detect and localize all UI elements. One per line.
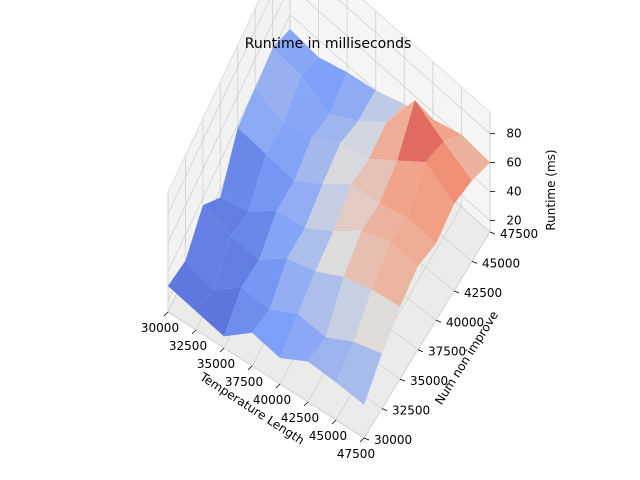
surface-quad-0-0 (168, 260, 214, 312)
surface-quad-4-3 (333, 184, 380, 232)
surface-quad-1-0 (196, 287, 242, 337)
x-tick-label-5: 42500 (281, 411, 319, 425)
y-tick-label-0: 30000 (374, 433, 412, 447)
y-tick-label-1: 32500 (392, 404, 430, 418)
surface-quad-2-3 (276, 180, 323, 228)
surface-quad-4-0 (280, 313, 326, 362)
surface-quad-5-1 (325, 276, 372, 342)
surface-quad-3-0 (252, 309, 298, 358)
y-tick-mark-5 (453, 290, 460, 294)
surface-quad-4-4 (351, 159, 398, 204)
x-tick-mark-4 (275, 383, 281, 389)
surface-quad-5-2 (343, 230, 390, 290)
surface-quad-4-2 (315, 230, 362, 277)
surface-quad-4-5 (368, 100, 415, 161)
surface-quad-6-3 (389, 217, 436, 266)
surface-quad-0-1 (185, 205, 231, 290)
z-tick-label-0: 20 (506, 213, 521, 227)
surface-quad-5-5 (397, 100, 444, 163)
surface-quad-6-2 (371, 241, 418, 307)
surface-quad-3-2 (287, 227, 334, 272)
surface-quad-3-4 (322, 143, 369, 185)
y-tick-mark-1 (381, 408, 388, 411)
surface-quad-0-3 (220, 127, 266, 212)
surface-quad-0-4 (237, 87, 284, 155)
z-tick-label-2: 60 (506, 156, 521, 170)
surface-quad-6-1 (353, 289, 400, 354)
x-tick-mark-1 (191, 329, 197, 335)
x-tick-label-6: 45000 (309, 429, 347, 443)
y-tick-mark-0 (363, 437, 370, 441)
y-tick-label-6: 45000 (482, 256, 520, 270)
surface-quad-2-0 (224, 287, 270, 337)
x-tick-label-1: 32500 (169, 339, 207, 353)
surface-quad-3-3 (305, 183, 351, 232)
surface-quad-1-4 (266, 122, 312, 181)
x-tick-mark-3 (247, 365, 253, 371)
z-axis-label: Runtime (ms) (544, 149, 558, 230)
surface-quad-6-6 (443, 134, 490, 181)
surface-quad-6-4 (407, 162, 454, 244)
surface-quad-6-0 (336, 341, 382, 405)
grid-x-floor-7 (363, 231, 491, 439)
x-tick-label-2: 35000 (197, 357, 235, 371)
surface-quad-3-1 (269, 258, 316, 314)
y-tick-label-5: 42500 (464, 286, 502, 300)
x-tick-mark-5 (303, 401, 309, 407)
surface-quad-2-5 (312, 114, 358, 144)
surface-quad-3-6 (358, 90, 405, 123)
surface-quad-0-2 (202, 197, 249, 236)
x-tick-label-4: 40000 (253, 393, 291, 407)
y-tick-mark-3 (417, 349, 424, 353)
grid-z-2 (167, 0, 491, 243)
y-tick-mark-7 (489, 231, 496, 235)
surface-quad-4-1 (297, 271, 344, 338)
grid-z-3 (167, 0, 491, 214)
surface-quad-0-6 (272, 29, 319, 76)
surface-quad-1-5 (283, 75, 330, 138)
y-tick-mark-6 (471, 261, 478, 264)
surface-quad-2-4 (294, 137, 341, 184)
surface-quad-1-1 (213, 235, 260, 290)
x-tick-mark-7 (359, 437, 365, 443)
z-tick-label-3: 80 (506, 127, 521, 141)
surface-quad-5-0 (308, 337, 354, 383)
surface-quad-1-6 (301, 57, 348, 115)
x-tick-label-7: 47500 (337, 447, 375, 461)
y-tick-label-2: 35000 (410, 374, 448, 388)
surface-mesh (168, 29, 490, 405)
surface-quad-1-2 (231, 210, 277, 260)
y-tick-mark-2 (399, 378, 406, 382)
y-tick-label-3: 37500 (428, 345, 466, 359)
surface-quad-3-5 (340, 121, 387, 160)
surface-quad-0-5 (255, 48, 302, 123)
surface-quad-2-2 (259, 210, 305, 260)
surface-quad-2-1 (241, 258, 288, 310)
chart-title: Runtime in milliseconds (245, 36, 412, 52)
surface-quad-2-6 (329, 72, 376, 122)
surface-quad-6-5 (425, 141, 472, 205)
surface-quad-5-4 (379, 160, 426, 218)
surface-quad-1-3 (248, 154, 295, 212)
x-tick-mark-2 (219, 347, 225, 353)
surface-quad-5-6 (415, 100, 462, 142)
surface-quad-5-3 (361, 203, 408, 242)
x-tick-mark-0 (163, 311, 169, 317)
y-tick-label-4: 40000 (446, 315, 484, 329)
x-tick-mark-6 (331, 419, 337, 425)
y-tick-label-7: 47500 (500, 227, 538, 241)
axis-ticks: 30000 32500 35000 37500 40000 42500 45000 47500… (141, 127, 538, 461)
x-tick-label-3: 37500 (225, 375, 263, 389)
y-tick-mark-4 (435, 319, 442, 323)
grid-y-floor-0 (167, 311, 365, 439)
z-tick-label-1: 40 (506, 185, 521, 199)
x-tick-label-0: 30000 (141, 321, 179, 335)
